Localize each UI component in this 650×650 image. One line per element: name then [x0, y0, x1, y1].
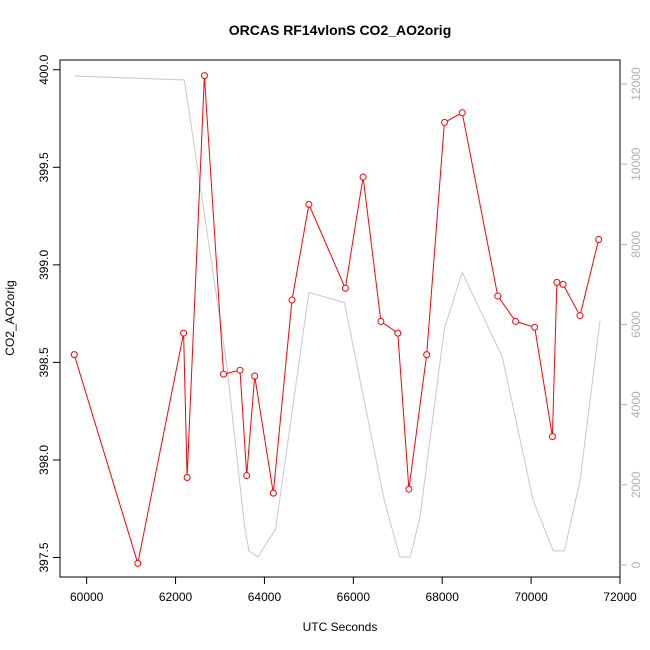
y-tick-label: 398.0: [37, 445, 51, 475]
y-tick-label: 399.0: [37, 250, 51, 280]
x-tick-label: 62000: [159, 590, 193, 604]
data-point: [394, 329, 402, 337]
y2-tick-label: 2000: [629, 471, 643, 498]
data-point: [559, 280, 567, 288]
data-point: [341, 284, 349, 292]
plot-frame: [59, 59, 621, 578]
data-point: [458, 109, 466, 117]
data-point: [220, 370, 228, 378]
data-point: [494, 292, 502, 300]
y-tick-label: 397.5: [37, 542, 51, 572]
data-point: [180, 329, 188, 337]
data-point: [531, 323, 539, 331]
y2-tick-label: 4000: [629, 391, 643, 418]
x-tick-label: 72000: [603, 590, 637, 604]
y-axis-right: 0 2000 4000 6000 8000 10000 12000: [620, 67, 643, 568]
y-tick-label: 400.0: [37, 54, 51, 84]
data-point: [251, 372, 259, 380]
data-point: [553, 278, 561, 286]
x-tick-label: 64000: [248, 590, 282, 604]
data-point: [70, 351, 78, 359]
series-line-gray: [74, 75, 601, 558]
y-tick-label: 398.5: [37, 347, 51, 377]
data-point: [359, 173, 367, 181]
series-group: [70, 72, 603, 567]
y-tick-label: 399.5: [37, 152, 51, 182]
x-tick-label: 70000: [514, 590, 548, 604]
data-point: [236, 366, 244, 374]
y2-tick-label: 0: [629, 561, 643, 568]
y2-tick-label: 10000: [629, 147, 643, 181]
y2-tick-label: 6000: [629, 311, 643, 338]
y-axis-label: CO2_AO2orig: [3, 280, 17, 355]
x-axis-label: UTC Seconds: [303, 620, 378, 634]
data-point: [440, 118, 448, 126]
x-tick-label: 66000: [337, 590, 371, 604]
x-tick-label: 60000: [70, 590, 104, 604]
data-point: [305, 200, 313, 208]
data-point: [134, 559, 142, 567]
data-point: [576, 312, 584, 320]
chart-title: ORCAS RF14vlonS CO2_AO2orig: [229, 22, 452, 38]
data-point: [243, 472, 251, 480]
data-point: [269, 489, 277, 497]
series-line-red: [73, 75, 600, 564]
data-point: [423, 351, 431, 359]
y2-tick-label: 12000: [629, 67, 643, 101]
data-point: [548, 433, 556, 441]
data-point: [200, 72, 208, 80]
y2-tick-label: 8000: [629, 231, 643, 258]
x-tick-label: 68000: [426, 590, 460, 604]
x-axis: 60000 62000 64000 66000 68000 70000 72000: [70, 577, 637, 604]
data-point: [595, 235, 603, 243]
data-point: [183, 474, 191, 482]
data-point: [377, 317, 385, 325]
data-point: [405, 485, 413, 493]
data-point: [288, 296, 296, 304]
y-axis-left: 397.5 398.0 398.5 399.0 399.5 400.0: [37, 54, 60, 573]
data-point: [512, 317, 520, 325]
